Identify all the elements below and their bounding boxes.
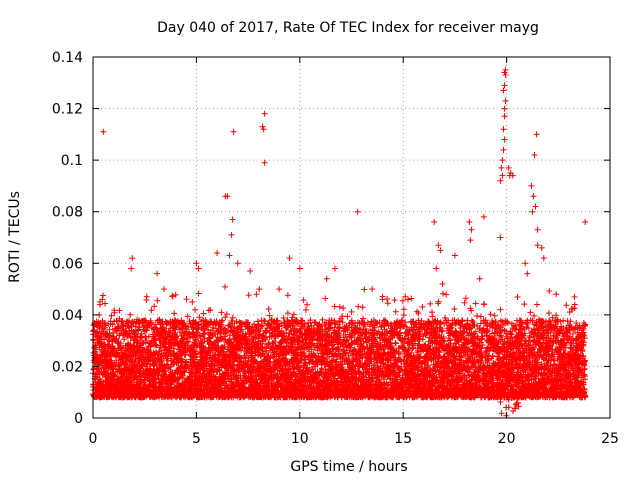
- data-point: [132, 356, 139, 363]
- data-point: [147, 319, 154, 326]
- data-point: [160, 286, 167, 293]
- data-point: [130, 336, 137, 343]
- data-point: [265, 306, 272, 313]
- data-point: [171, 310, 178, 317]
- data-point: [304, 301, 311, 308]
- data-point: [336, 303, 343, 310]
- data-point: [108, 312, 115, 319]
- data-point: [146, 365, 153, 372]
- data-point: [154, 297, 161, 304]
- chart-title: Day 040 of 2017, Rate Of TEC Index for r…: [157, 20, 539, 36]
- data-point: [102, 300, 109, 307]
- data-point: [143, 327, 150, 334]
- data-point: [109, 321, 116, 328]
- data-point: [284, 292, 291, 299]
- data-point: [93, 346, 100, 353]
- data-point: [117, 340, 124, 347]
- data-point: [207, 306, 214, 313]
- data-point: [340, 305, 347, 312]
- data-point: [119, 317, 126, 324]
- data-point: [195, 290, 202, 297]
- data-point: [222, 314, 229, 321]
- data-point: [134, 349, 141, 356]
- data-point: [359, 304, 366, 311]
- data-point: [110, 329, 117, 336]
- data-point: [147, 361, 154, 368]
- data-point: [116, 307, 123, 314]
- data-point: [142, 334, 149, 341]
- data-point: [300, 297, 307, 304]
- data-point: [331, 303, 338, 310]
- data-point: [106, 326, 113, 333]
- data-point: [361, 286, 368, 293]
- data-point: [302, 306, 309, 313]
- data-point: [290, 311, 297, 318]
- data-point: [140, 359, 147, 366]
- data-point: [169, 292, 176, 299]
- data-point: [151, 303, 158, 310]
- data-point: [254, 318, 261, 325]
- data-point: [126, 317, 133, 324]
- data-point: [99, 292, 106, 299]
- data-point: [134, 336, 141, 343]
- data-point: [223, 311, 230, 318]
- data-point: [135, 327, 142, 334]
- data-point: [348, 308, 355, 315]
- data-point: [256, 286, 263, 293]
- data-point: [229, 314, 236, 321]
- data-point: [222, 283, 229, 290]
- data-point: [148, 307, 155, 314]
- data-point: [90, 337, 97, 344]
- data-point: [192, 306, 199, 313]
- data-point: [111, 372, 118, 379]
- data-point: [355, 303, 362, 310]
- data-point: [127, 334, 134, 341]
- data-point: [115, 324, 122, 331]
- data-point: [138, 330, 145, 337]
- data-point: [128, 323, 135, 330]
- data-point: [200, 310, 207, 317]
- data-point: [183, 296, 190, 303]
- data-point: [108, 357, 115, 364]
- data-point: [245, 292, 252, 299]
- data-points: [90, 66, 589, 419]
- data-point: [127, 311, 134, 318]
- data-point: [218, 309, 225, 316]
- data-point: [322, 295, 329, 302]
- data-point: [132, 323, 139, 330]
- data-point: [122, 327, 129, 334]
- data-point: [172, 291, 179, 298]
- data-point: [121, 336, 128, 343]
- data-point: [95, 333, 102, 340]
- data-point: [111, 309, 118, 316]
